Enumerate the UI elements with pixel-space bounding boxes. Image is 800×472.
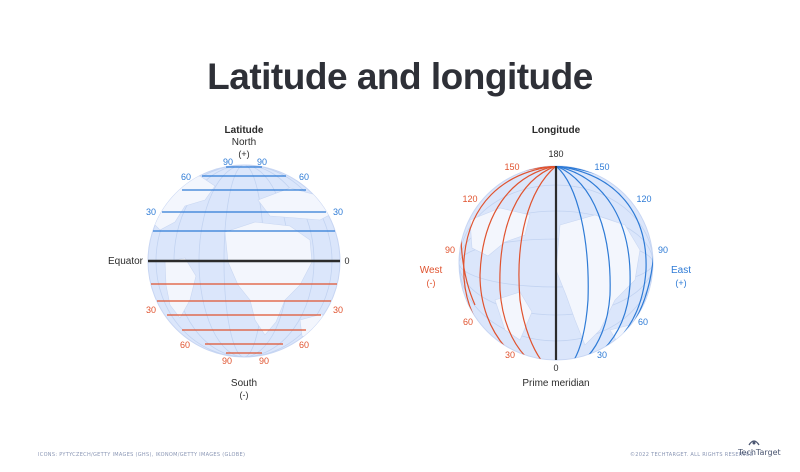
copyright-notice: ©2022 TECHTARGET. ALL RIGHTS RESERVED bbox=[630, 452, 754, 458]
techtarget-logo-icon bbox=[748, 440, 760, 446]
brand-name: TechTarget bbox=[738, 448, 781, 457]
meridian-east-135 bbox=[555, 166, 631, 351]
meridian-east-150 bbox=[555, 166, 611, 357]
lon-east-120: 120 bbox=[636, 194, 651, 204]
east-label: East bbox=[671, 265, 691, 276]
lon-west-90: 90 bbox=[445, 245, 455, 255]
lat-north-30-left: 30 bbox=[146, 207, 156, 217]
lat-south-90-left: 90 bbox=[222, 356, 232, 366]
lat-south-60-right: 60 bbox=[299, 340, 309, 350]
lat-north-30-right: 30 bbox=[333, 207, 343, 217]
latitude-north-sign: (+) bbox=[238, 149, 249, 159]
lat-north-90-left: 90 bbox=[223, 157, 233, 167]
lat-north-90-right: 90 bbox=[257, 157, 267, 167]
lat-south-60-left: 60 bbox=[180, 340, 190, 350]
longitude-bottom-value: 0 bbox=[553, 363, 558, 373]
equator-label: Equator bbox=[108, 256, 144, 267]
east-sign: (+) bbox=[675, 278, 686, 288]
meridian-west-150 bbox=[518, 166, 557, 360]
latitude-heading: Latitude bbox=[225, 125, 264, 136]
lat-south-30-right: 30 bbox=[333, 305, 343, 315]
meridian-east-165 bbox=[555, 166, 589, 360]
page-title: Latitude and longitude bbox=[207, 56, 593, 97]
lon-west-60: 60 bbox=[463, 317, 473, 327]
lon-west-150: 150 bbox=[504, 162, 519, 172]
lon-east-150: 150 bbox=[594, 162, 609, 172]
west-label: West bbox=[420, 265, 443, 276]
lat-south-90-right: 90 bbox=[259, 356, 269, 366]
meridian-west-120 bbox=[499, 166, 557, 357]
longitude-globe: Longitude 180 150 120 90 60 30 150 120 9… bbox=[420, 125, 692, 389]
west-sign: (-) bbox=[427, 278, 436, 288]
lon-east-30: 30 bbox=[597, 350, 607, 360]
meridian-east-120 bbox=[555, 166, 647, 341]
lat-south-30-left: 30 bbox=[146, 305, 156, 315]
lat-north-60-left: 60 bbox=[181, 172, 191, 182]
lon-east-90: 90 bbox=[658, 245, 668, 255]
lon-east-60: 60 bbox=[638, 317, 648, 327]
longitude-heading: Longitude bbox=[532, 125, 581, 136]
equator-value: 0 bbox=[344, 256, 349, 266]
latitude-globe: Latitude North (+) 90 90 60 60 30 30 Equ… bbox=[108, 125, 350, 400]
longitude-top-value: 180 bbox=[548, 149, 563, 159]
lat-north-60-right: 60 bbox=[299, 172, 309, 182]
latitude-north-label: North bbox=[232, 137, 256, 148]
prime-meridian-label: Prime meridian bbox=[522, 378, 589, 389]
longitude-globe-map bbox=[459, 166, 653, 360]
latitude-south-label: South bbox=[231, 378, 257, 389]
image-credit: ICONS: PYTYCZECH/GETTY IMAGES (GHS), IKO… bbox=[38, 452, 246, 458]
lon-west-120: 120 bbox=[462, 194, 477, 204]
meridian-west-105 bbox=[479, 166, 557, 349]
latitude-south-sign: (-) bbox=[240, 390, 249, 400]
lon-west-30: 30 bbox=[505, 350, 515, 360]
